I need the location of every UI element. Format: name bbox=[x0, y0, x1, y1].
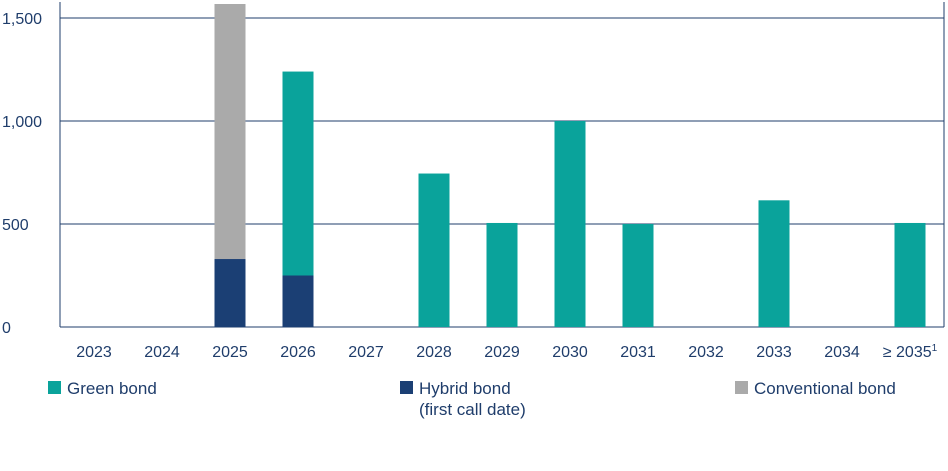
bar-2025-conventional bbox=[214, 4, 246, 260]
x-tick-label-2029: 2029 bbox=[484, 344, 520, 361]
bar-2035-green bbox=[894, 222, 926, 327]
legend-item-green-bond: Green bond bbox=[48, 378, 157, 399]
bond-maturity-chart: 0 500 1,000 1,500 2023 2024 2025 2026 2027 2028 20… bbox=[2, 2, 945, 361]
x-tick-label-2028: 2028 bbox=[416, 344, 452, 361]
bar-2031-green bbox=[622, 224, 654, 327]
conventional-bond-label: Conventional bond bbox=[754, 379, 896, 398]
x-tick-label-2025: 2025 bbox=[212, 344, 248, 361]
bar-2025-hybrid bbox=[214, 259, 246, 327]
y-tick-label-500: 500 bbox=[2, 217, 29, 234]
x-tick-label-2027: 2027 bbox=[348, 344, 384, 361]
x-tick-label-2024: 2024 bbox=[144, 344, 180, 361]
hybrid-bond-label: Hybrid bond bbox=[419, 379, 511, 398]
x-tick-label-2033: 2033 bbox=[756, 344, 792, 361]
x-tick-label-2032: 2032 bbox=[688, 344, 724, 361]
x-tick-label-2031: 2031 bbox=[620, 344, 656, 361]
bar-2033-green bbox=[758, 200, 790, 327]
x-tick-label-2030: 2030 bbox=[552, 344, 588, 361]
legend-item-hybrid-bond: Hybrid bond (first call date) bbox=[400, 378, 526, 420]
conventional-bond-swatch bbox=[735, 381, 748, 394]
x-tick-label-2023: 2023 bbox=[76, 344, 112, 361]
x-tick-label-2034: 2034 bbox=[824, 344, 860, 361]
y-tick-label-1500: 1,500 bbox=[2, 11, 42, 28]
green-bond-label: Green bond bbox=[67, 379, 157, 398]
x-tick-label-2035: ≥ 20351 bbox=[883, 343, 938, 361]
y-tick-label-1000: 1,000 bbox=[2, 114, 42, 131]
hybrid-bond-label-note: (first call date) bbox=[419, 400, 526, 419]
bar-2026-green bbox=[282, 71, 314, 276]
bar-2028-green bbox=[418, 173, 450, 327]
legend-item-conventional-bond: Conventional bond bbox=[735, 378, 896, 399]
bar-2026-hybrid bbox=[282, 275, 314, 327]
hybrid-bond-swatch bbox=[400, 381, 413, 394]
y-tick-label-0: 0 bbox=[2, 320, 11, 337]
x-tick-label-2026: 2026 bbox=[280, 344, 316, 361]
bar-2029-green bbox=[486, 222, 518, 327]
green-bond-swatch bbox=[48, 381, 61, 394]
bar-2030-green bbox=[554, 121, 586, 327]
